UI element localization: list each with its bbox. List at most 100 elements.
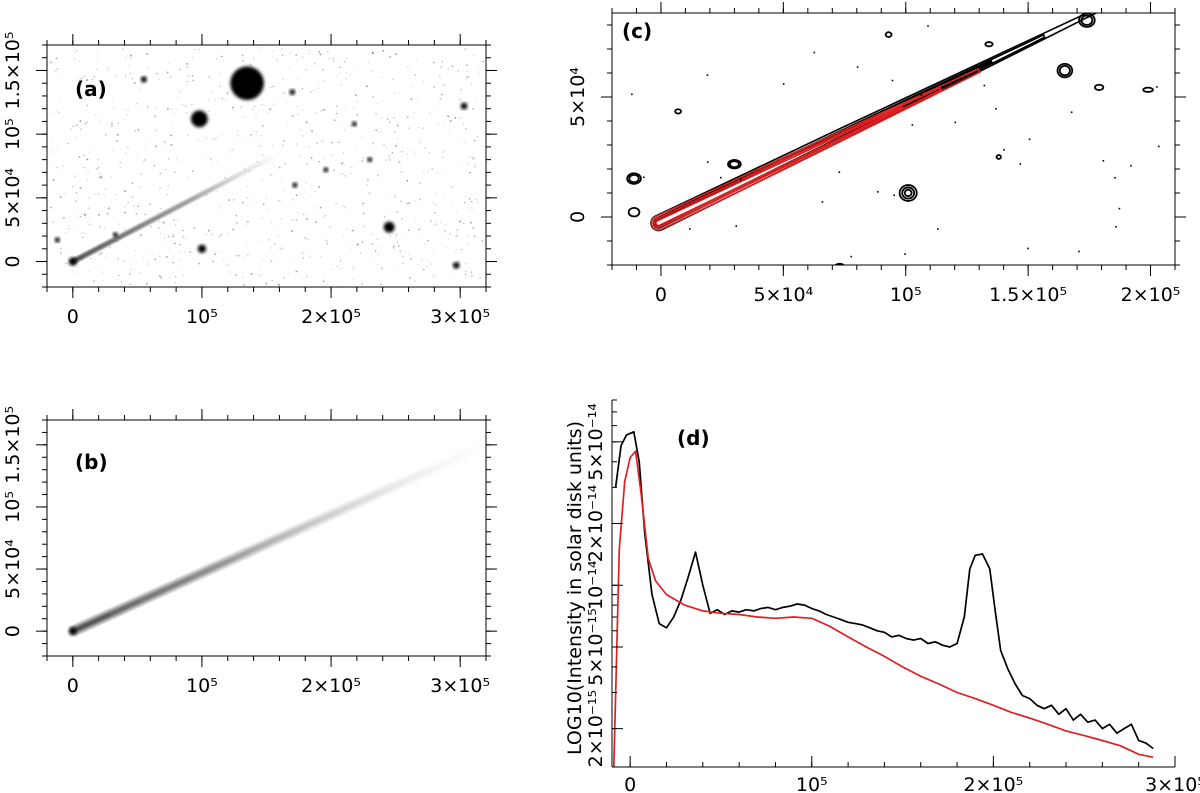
noise-speckle [158, 78, 160, 80]
noise-speckle [239, 141, 240, 143]
noise-speckle [127, 146, 129, 148]
noise-speckle [221, 55, 223, 58]
noise-speckle [340, 268, 342, 270]
noise-speckle [418, 127, 420, 129]
noise-speckle [471, 193, 473, 195]
noise-speckle [343, 173, 345, 175]
noise-speckle [104, 206, 106, 208]
noise-contour-dot [1130, 164, 1132, 167]
source-contour [626, 172, 642, 185]
y-tick-label: 2×10⁻¹⁵ [585, 690, 607, 767]
noise-speckle [314, 190, 316, 192]
noise-speckle [87, 129, 89, 130]
noise-contour-dot [1156, 86, 1158, 88]
noise-speckle [339, 72, 341, 74]
noise-speckle [82, 236, 84, 238]
noise-speckle [387, 91, 389, 93]
noise-speckle [385, 159, 388, 162]
noise-speckle [198, 139, 200, 141]
noise-speckle [420, 141, 422, 143]
noise-contour-dot [720, 176, 722, 179]
noise-speckle [270, 87, 272, 88]
noise-speckle [381, 76, 383, 78]
noise-speckle [105, 134, 107, 136]
noise-speckle [207, 229, 210, 232]
noise-speckle [213, 227, 214, 228]
noise-speckle [263, 203, 265, 206]
noise-speckle [76, 137, 78, 139]
noise-speckle [106, 212, 109, 215]
noise-speckle [249, 63, 251, 66]
noise-speckle [372, 257, 375, 259]
noise-speckle [126, 114, 128, 116]
plot-frame [611, 12, 1176, 266]
noise-speckle [413, 112, 415, 114]
noise-speckle [366, 85, 368, 88]
noise-speckle [305, 182, 308, 184]
noise-speckle [77, 60, 80, 63]
noise-speckle [331, 268, 332, 270]
noise-speckle [250, 273, 253, 275]
noise-speckle [87, 207, 90, 210]
noise-speckle [453, 272, 455, 274]
noise-speckle [482, 60, 484, 63]
noise-speckle [92, 86, 95, 89]
noise-speckle [244, 168, 246, 170]
star-source [54, 237, 60, 243]
noise-speckle [281, 48, 283, 50]
x-tick-label: 10⁵ [186, 306, 218, 328]
noise-speckle [443, 230, 446, 232]
noise-speckle [357, 243, 359, 246]
noise-speckle [441, 93, 443, 96]
noise-speckle [256, 160, 258, 162]
noise-speckle [415, 60, 417, 62]
noise-speckle [243, 270, 245, 272]
star-source [292, 182, 298, 188]
noise-speckle [414, 200, 416, 202]
noise-speckle [187, 134, 189, 136]
noise-speckle [323, 139, 325, 141]
noise-speckle [174, 242, 176, 245]
x-tick-label: 2×10⁵ [1121, 284, 1181, 306]
noise-speckle [100, 252, 103, 254]
y-tick-label: 10⁵ [2, 118, 24, 150]
noise-speckle [389, 55, 391, 58]
panel-d-axes: 0 10⁵ 2×10⁵ 3×10⁵ 2×10⁻¹⁵ 5×10⁻¹⁵10⁻¹⁴2×10⁻¹⁴… [585, 399, 1200, 793]
noise-speckle [305, 68, 307, 71]
noise-speckle [464, 201, 466, 203]
noise-speckle [159, 221, 161, 223]
noise-speckle [283, 91, 285, 94]
source-contour [1080, 14, 1094, 26]
noise-speckle [52, 151, 54, 153]
noise-speckle [62, 170, 64, 172]
x-tick-label: 10⁵ [796, 774, 828, 793]
noise-speckle [407, 116, 409, 118]
noise-speckle [474, 140, 476, 142]
noise-contour-dot [904, 253, 906, 255]
noise-speckle [135, 212, 138, 215]
noise-speckle [340, 260, 342, 262]
noise-speckle [261, 274, 263, 275]
noise-speckle [400, 171, 403, 173]
noise-speckle [299, 194, 301, 196]
x-tick-label: 0 [624, 774, 636, 793]
noise-speckle [393, 117, 395, 119]
noise-speckle [280, 202, 282, 204]
noise-speckle [132, 196, 134, 198]
noise-speckle [356, 145, 358, 147]
noise-speckle [55, 57, 58, 60]
noise-speckle [218, 236, 221, 238]
noise-speckle [399, 162, 401, 164]
noise-speckle [435, 192, 437, 194]
star-source [452, 261, 460, 269]
noise-speckle [473, 140, 476, 142]
noise-speckle [362, 157, 364, 159]
noise-speckle [290, 177, 292, 179]
noise-speckle [472, 227, 475, 229]
noise-speckle [166, 71, 169, 74]
noise-speckle [371, 142, 374, 145]
noise-speckle [463, 222, 465, 224]
noise-speckle [322, 69, 324, 71]
noise-speckle [313, 62, 316, 65]
noise-speckle [146, 53, 149, 55]
